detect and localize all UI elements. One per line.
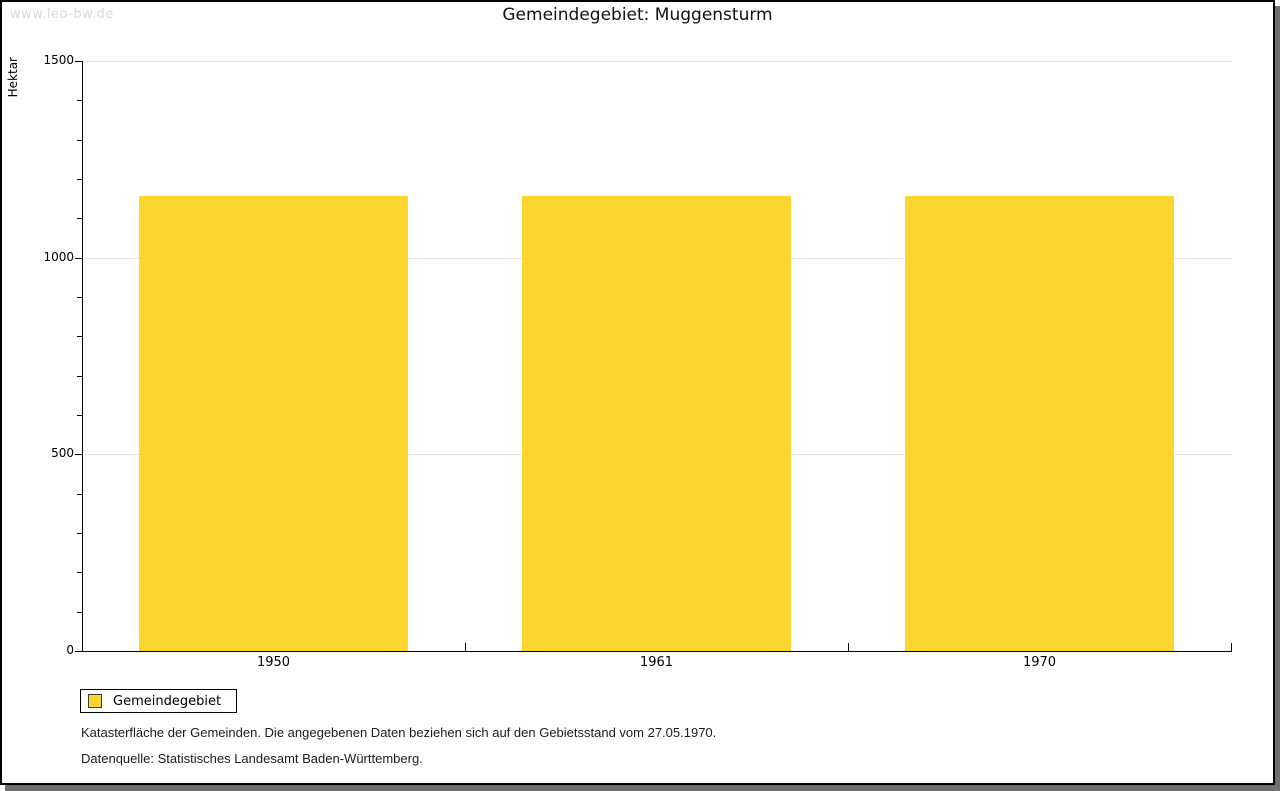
y-tick-1400 — [77, 100, 82, 102]
x-tick-1 — [465, 643, 466, 651]
y-tick-600 — [77, 415, 82, 416]
y-tick-900 — [77, 297, 82, 298]
bar-1970 — [905, 195, 1174, 651]
y-tick-700 — [77, 375, 82, 377]
x-tick-label-1970: 1970 — [1022, 655, 1057, 670]
page-title: Gemeindegebiet: Muggensturm — [502, 5, 773, 25]
y-tick-1500 — [75, 61, 82, 62]
y-tick-label-0: 0 — [66, 643, 74, 657]
x-tick-label-1961: 1961 — [639, 655, 674, 670]
x-axis-line — [82, 651, 1232, 652]
y-tick-300 — [77, 533, 82, 534]
x-axis-endcap — [1231, 643, 1232, 651]
gridline-1500 — [83, 61, 1232, 62]
legend-swatch — [88, 694, 102, 708]
y-tick-1300 — [77, 139, 82, 141]
y-tick-0 — [75, 651, 82, 652]
y-tick-200 — [77, 572, 82, 574]
bar-1950 — [139, 195, 408, 651]
y-tick-1200 — [77, 179, 82, 180]
y-axis-line — [82, 61, 83, 652]
x-tick-2 — [848, 643, 849, 651]
y-tick-label-1000: 1000 — [43, 249, 74, 264]
y-tick-1000 — [75, 257, 82, 259]
y-tick-label-1500: 1500 — [43, 53, 74, 67]
legend: Gemeindegebiet — [80, 689, 238, 713]
footnote-source: Datenquelle: Statistisches Landesamt Bad… — [81, 751, 423, 766]
footnote-description: Katasterfläche der Gemeinden. Die angege… — [81, 725, 717, 740]
bar-1961 — [522, 195, 791, 651]
y-tick-500 — [75, 454, 82, 456]
watermark-leo-bw: www.leo-bw.de — [10, 7, 114, 22]
y-tick-800 — [77, 336, 82, 338]
x-tick-label-1950: 1950 — [256, 655, 291, 670]
y-tick-400 — [77, 493, 82, 495]
y-tick-1100 — [77, 218, 82, 220]
y-tick-label-500: 500 — [51, 446, 74, 461]
y-tick-100 — [77, 611, 82, 613]
legend-label: Gemeindegebiet — [113, 693, 222, 709]
